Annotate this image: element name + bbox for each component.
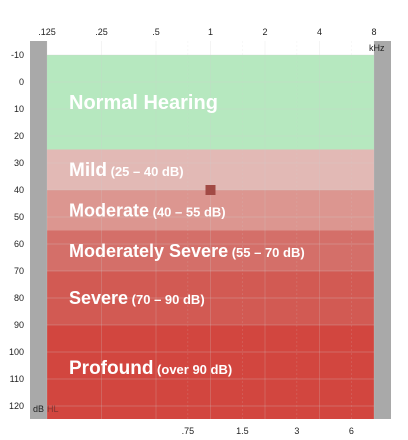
band-5 <box>47 325 374 419</box>
band-0 <box>47 55 374 150</box>
band-title-1: Mild <box>69 160 107 181</box>
top-tick-2: .5 <box>152 27 160 37</box>
top-tick-6: 8 <box>371 27 376 37</box>
band-title-3: Moderately Severe <box>69 241 228 261</box>
top-tick-3: 1 <box>208 27 213 37</box>
left-rail <box>30 41 47 419</box>
y-tick-11: 100 <box>9 347 24 357</box>
band-label-5: Profound (over 90 dB) <box>69 358 232 379</box>
band-range-2: (40 – 55 dB) <box>149 204 226 219</box>
y-tick-7: 60 <box>14 239 24 249</box>
top-tick-4: 2 <box>262 27 267 37</box>
band-range-1: (25 – 40 dB) <box>107 164 184 179</box>
axis-ticks: -10 0 10 20 30 40 50 60 70 80 90 100 110 120 .125 .25 .5… <box>9 27 377 436</box>
y-tick-3: 20 <box>14 131 24 141</box>
band-1 <box>47 149 374 190</box>
y-tick-2: 10 <box>14 104 24 114</box>
bottom-tick-3: 6 <box>349 426 354 436</box>
bottom-tick-2: 3 <box>294 426 299 436</box>
band-title-5: Profound <box>69 358 153 379</box>
grid-lines <box>46 41 375 419</box>
y-tick-0: -10 <box>11 50 24 60</box>
band-label-1: Mild (25 – 40 dB) <box>69 160 184 181</box>
top-tick-0: .125 <box>38 27 56 37</box>
bottom-tick-0: .75 <box>182 426 195 436</box>
band-title-4: Severe <box>69 288 128 308</box>
band-label-2: Moderate (40 – 55 dB) <box>69 200 226 220</box>
y-tick-12: 110 <box>10 374 24 384</box>
band-label-0: Normal Hearing <box>69 92 218 114</box>
top-tick-1: .25 <box>95 27 108 37</box>
top-axis-unit: kHz <box>369 43 385 53</box>
band-title-2: Moderate <box>69 200 149 220</box>
y-tick-10: 90 <box>14 320 24 330</box>
y-tick-13: 120 <box>9 401 24 411</box>
hearing-bands <box>47 55 374 419</box>
y-tick-1: 0 <box>19 77 24 87</box>
y-tick-8: 70 <box>14 266 24 276</box>
band-labels: Normal Hearing Mild (25 – 40 dB) Moderate … <box>69 92 305 379</box>
y-tick-6: 50 <box>14 212 24 222</box>
data-marker <box>205 185 216 195</box>
band-range-3: (55 – 70 dB) <box>228 245 305 260</box>
y-tick-9: 80 <box>14 293 24 303</box>
marker-layer <box>205 185 216 195</box>
bottom-tick-1: 1.5 <box>236 426 249 436</box>
y-tick-5: 40 <box>14 185 24 195</box>
y-axis-unit: dB <box>33 404 44 414</box>
band-range-5: (over 90 dB) <box>153 362 232 377</box>
band-title-0: Normal Hearing <box>69 92 218 114</box>
right-rail <box>374 41 391 419</box>
band-range-4: (70 – 90 dB) <box>128 292 205 307</box>
band-label-3: Moderately Severe (55 – 70 dB) <box>69 241 305 261</box>
band-3 <box>47 230 374 271</box>
y-tick-4: 30 <box>14 158 24 168</box>
top-tick-5: 4 <box>317 27 322 37</box>
band-label-4: Severe (70 – 90 dB) <box>69 288 205 308</box>
y-axis-unit-suffix: HL <box>47 404 59 414</box>
band-2 <box>47 190 374 231</box>
